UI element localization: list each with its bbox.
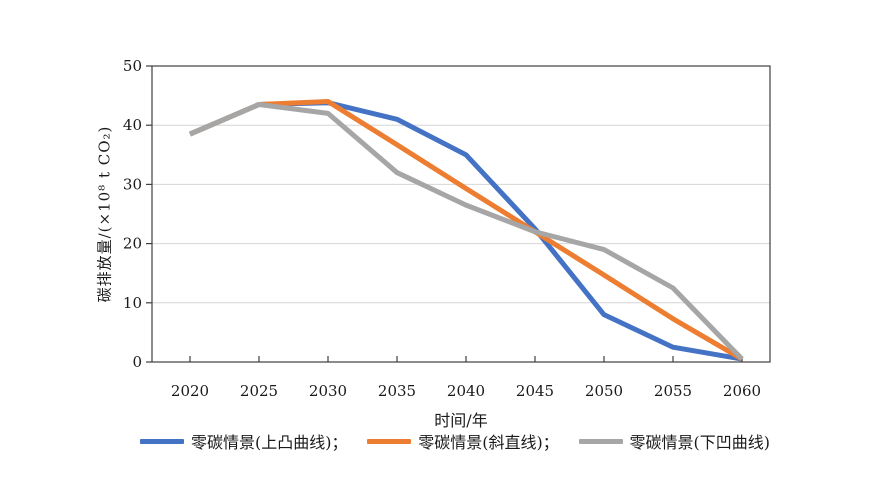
x-tick-label-2060: 2060 [723, 382, 761, 400]
x-tick-label-2045: 2045 [516, 382, 554, 400]
y-tick-label-40: 40 [123, 116, 142, 134]
plot-border [151, 65, 771, 363]
series-line-1 [189, 99, 744, 362]
legend-item-concave-curve: 零碳情景(下凹曲线) [578, 429, 771, 453]
legend: 零碳情景(上凸曲线)； 零碳情景(斜直线)； 零碳情景(下凹曲线) [140, 430, 770, 452]
y-tick-label-30: 30 [123, 175, 142, 193]
legend-item-convex-curve: 零碳情景(上凸曲线)； [140, 429, 348, 453]
x-tick-label-2020: 2020 [171, 382, 209, 400]
legend-label-concave-curve: 零碳情景(下凹曲线) [629, 433, 771, 452]
legend-swatch-gray [578, 438, 623, 444]
legend-label-convex-curve: 零碳情景(上凸曲线)； [191, 433, 348, 452]
x-tick-label-2040: 2040 [447, 382, 485, 400]
y-axis-title: 碳排放量/(×10⁸ t CO₂) [95, 125, 114, 303]
legend-label-straight-line: 零碳情景(斜直线)； [418, 433, 559, 452]
x-tick-label-2030: 2030 [309, 382, 347, 400]
x-tick-label-2025: 2025 [240, 382, 278, 400]
legend-swatch-blue [140, 438, 184, 444]
series-line-0 [189, 100, 743, 362]
y-tick-label-0: 0 [132, 353, 142, 371]
x-axis-title: 时间/年 [434, 411, 488, 430]
x-tick-label-2035: 2035 [378, 382, 416, 400]
legend-swatch-orange [367, 438, 412, 444]
x-tick-label-2050: 2050 [585, 382, 623, 400]
y-tick-label-10: 10 [123, 294, 142, 312]
legend-item-straight-line: 零碳情景(斜直线)； [367, 429, 559, 453]
y-tick-label-20: 20 [123, 235, 142, 253]
y-tick-label-50: 50 [123, 57, 142, 75]
x-tick-label-2055: 2055 [654, 382, 692, 400]
series-line-2 [189, 101, 744, 361]
